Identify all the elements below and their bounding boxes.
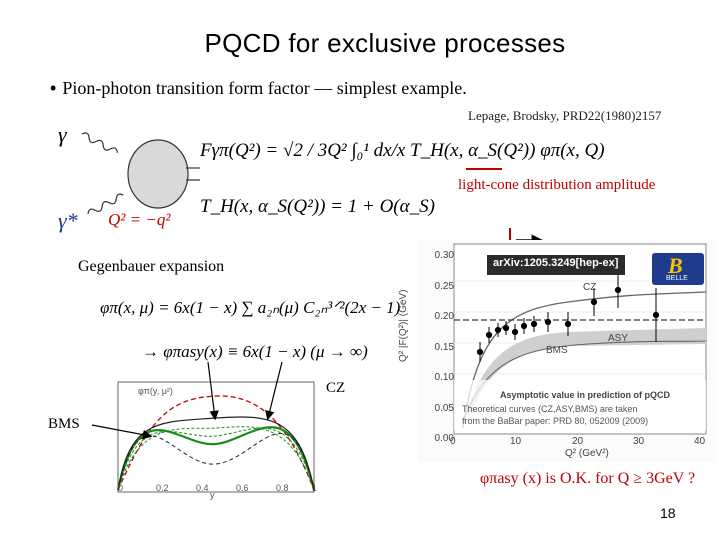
da-tick-3: 0.6 <box>236 483 249 493</box>
belle-yticks: 0.30 0.25 0.20 0.15 0.10 0.05 0.00 <box>430 241 454 455</box>
bullet-label: Pion-photon transition form factor — sim… <box>62 78 467 98</box>
asymptotic-note: φπasy (x) is O.K. for Q ≥ 3GeV ? <box>480 470 696 487</box>
label-cz: CZ <box>326 380 346 396</box>
curve-label-cz: CZ <box>583 282 597 293</box>
slide-title: PQCD for exclusive processes <box>204 28 566 58</box>
belle-xtick: 0 <box>450 436 456 447</box>
curve-label-asy: ASY <box>608 333 629 344</box>
da-tick-4: 0.8 <box>276 483 289 493</box>
belle-ytick: 0.05 <box>434 402 454 414</box>
da-tick-0: 0 <box>118 483 124 493</box>
feynman-diagram <box>81 132 200 215</box>
formula-form-factor: Fγπ(Q²) = √2 / 3Q² ∫₀¹ dx/x T_H(x, α_S(Q… <box>200 140 605 161</box>
belle-ytick: 0.00 <box>434 433 454 444</box>
label-bms: BMS <box>48 416 80 432</box>
curve-label-bms: BMS <box>546 345 568 356</box>
belle-logo-mark: B <box>668 253 683 278</box>
lcda-underline <box>466 168 502 170</box>
photon-star-symbol: γ* <box>58 208 78 233</box>
q2-relation: Q² = −q² <box>108 210 171 229</box>
belle-ytick: 0.30 <box>434 250 454 261</box>
belle-logo-text: BELLE <box>666 275 688 282</box>
belle-ytick: 0.20 <box>434 311 454 322</box>
citation: Lepage, Brodsky, PRD22(1980)2157 <box>468 108 662 123</box>
bullet-text: • Pion-photon transition form factor — si… <box>50 78 467 99</box>
bullet-dot: • <box>50 78 57 98</box>
belle-ytick: 0.15 <box>434 341 454 353</box>
belle-logo: B BELLE <box>652 253 704 285</box>
da-tick-5: 1 <box>312 483 318 493</box>
lcda-label: light-cone distribution amplitude <box>458 177 656 193</box>
formula-gegenbauer: φπ(x, μ) = 6x(1 − x) ∑ a₂ₙ(μ) C₂ₙ³ᐟ²(2x … <box>100 298 401 317</box>
page-number: 18 <box>660 505 676 521</box>
da-tick-2: 0.4 <box>196 483 209 493</box>
legend-note-1: Theoretical curves (CZ,ASY,BMS) are take… <box>462 404 638 414</box>
da-plot-xlabel: y <box>210 490 215 500</box>
belle-xtick: 10 <box>510 436 522 447</box>
belle-xtick: 30 <box>633 436 645 447</box>
arxiv-label: arXiv:1205.3249[hep-ex] <box>487 255 625 275</box>
belle-ytick: 0.10 <box>434 372 454 383</box>
da-plot-ylabel: φπ(y, μ²) <box>138 386 173 396</box>
legend-asymptotic: Asymptotic value in prediction of pQCD <box>500 390 671 400</box>
photon-symbol: γ <box>58 122 67 147</box>
belle-xlabel: Q² (GeV²) <box>565 448 609 459</box>
legend-note-2: from the BaBar paper: PRD 80, 052009 (20… <box>462 416 649 426</box>
belle-ylabel: Q² |F(Q²)| (GeV) <box>398 289 409 362</box>
belle-xtick: 40 <box>694 436 706 447</box>
formula-asymptotic: → φπasy(x) ≡ 6x(1 − x) (μ → ∞) <box>142 342 368 361</box>
gegenbauer-label: Gegenbauer expansion <box>78 258 225 275</box>
belle-xtick: 20 <box>572 436 584 447</box>
formula-hard-kernel: T_H(x, α_S(Q²)) = 1 + O(α_S) <box>200 196 435 217</box>
belle-ytick: 0.25 <box>434 280 454 292</box>
da-tick-1: 0.2 <box>156 483 169 493</box>
